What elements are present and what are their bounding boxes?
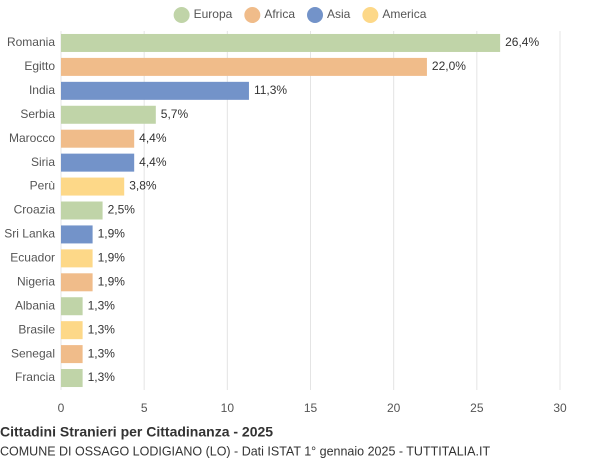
legend: Europa Africa Asia America: [173, 7, 427, 23]
y-tick-label: Siria: [31, 155, 55, 169]
y-tick-label: Croazia: [14, 203, 56, 217]
legend-marker: [173, 7, 190, 23]
value-label: 4,4%: [139, 155, 167, 169]
y-tick-label: Romania: [7, 35, 55, 49]
value-label: 1,9%: [98, 227, 126, 241]
value-label: 1,9%: [98, 274, 126, 288]
y-tick-label: Egitto: [24, 59, 55, 73]
value-label: 1,3%: [88, 322, 116, 336]
legend-marker: [362, 7, 379, 23]
bar: [61, 105, 156, 124]
value-label: 1,9%: [98, 251, 126, 265]
y-tick-label: Albania: [15, 298, 55, 312]
bar: [61, 321, 83, 340]
value-label: 5,7%: [161, 107, 189, 121]
legend-label: Africa: [264, 7, 295, 21]
bar: [61, 225, 93, 244]
bar: [61, 177, 125, 196]
y-tick-label: Ecuador: [10, 251, 55, 265]
value-label: 3,8%: [129, 179, 157, 193]
bar: [61, 249, 93, 268]
y-tick-label: Serbia: [20, 107, 55, 121]
legend-marker: [244, 7, 261, 23]
x-tick-label: 5: [141, 401, 148, 415]
bar: [61, 201, 103, 220]
chart-title: Cittadini Stranieri per Cittadinanza - 2…: [0, 424, 273, 440]
x-tick-label: 10: [221, 401, 235, 415]
value-label: 1,3%: [88, 346, 116, 360]
y-tick-label: Perù: [30, 179, 55, 193]
y-tick-label: Francia: [15, 370, 55, 384]
legend-label: America: [382, 7, 426, 21]
x-tick-label: 15: [304, 401, 318, 415]
bar: [61, 345, 83, 364]
y-tick-label: India: [29, 83, 55, 97]
value-label: 4,4%: [139, 131, 167, 145]
bar: [61, 129, 135, 148]
x-tick-label: 25: [470, 401, 484, 415]
value-label: 26,4%: [505, 35, 539, 49]
value-label: 1,3%: [88, 370, 116, 384]
legend-label: Asia: [327, 7, 351, 21]
bar: [61, 369, 83, 388]
chart-subtitle: COMUNE DI OSSAGO LODIGIANO (LO) - Dati I…: [0, 444, 490, 458]
bar: [61, 57, 427, 76]
y-tick-label: Sri Lanka: [4, 227, 55, 241]
y-tick-label: Brasile: [18, 322, 55, 336]
bar: [61, 273, 93, 292]
y-tick-label: Senegal: [11, 346, 55, 360]
y-tick-label: Marocco: [9, 131, 55, 145]
x-tick-label: 20: [387, 401, 401, 415]
x-tick-label: 30: [553, 401, 567, 415]
bar: [61, 81, 249, 100]
x-tick-label: 0: [58, 401, 65, 415]
bar: [61, 153, 135, 172]
legend-marker: [307, 7, 324, 23]
legend-label: Europa: [194, 7, 233, 21]
value-label: 22,0%: [432, 59, 466, 73]
bar: [61, 33, 501, 52]
bar: [61, 297, 83, 316]
value-label: 11,3%: [254, 83, 287, 97]
y-tick-label: Nigeria: [17, 274, 55, 288]
value-label: 2,5%: [108, 203, 136, 217]
value-label: 1,3%: [88, 298, 116, 312]
